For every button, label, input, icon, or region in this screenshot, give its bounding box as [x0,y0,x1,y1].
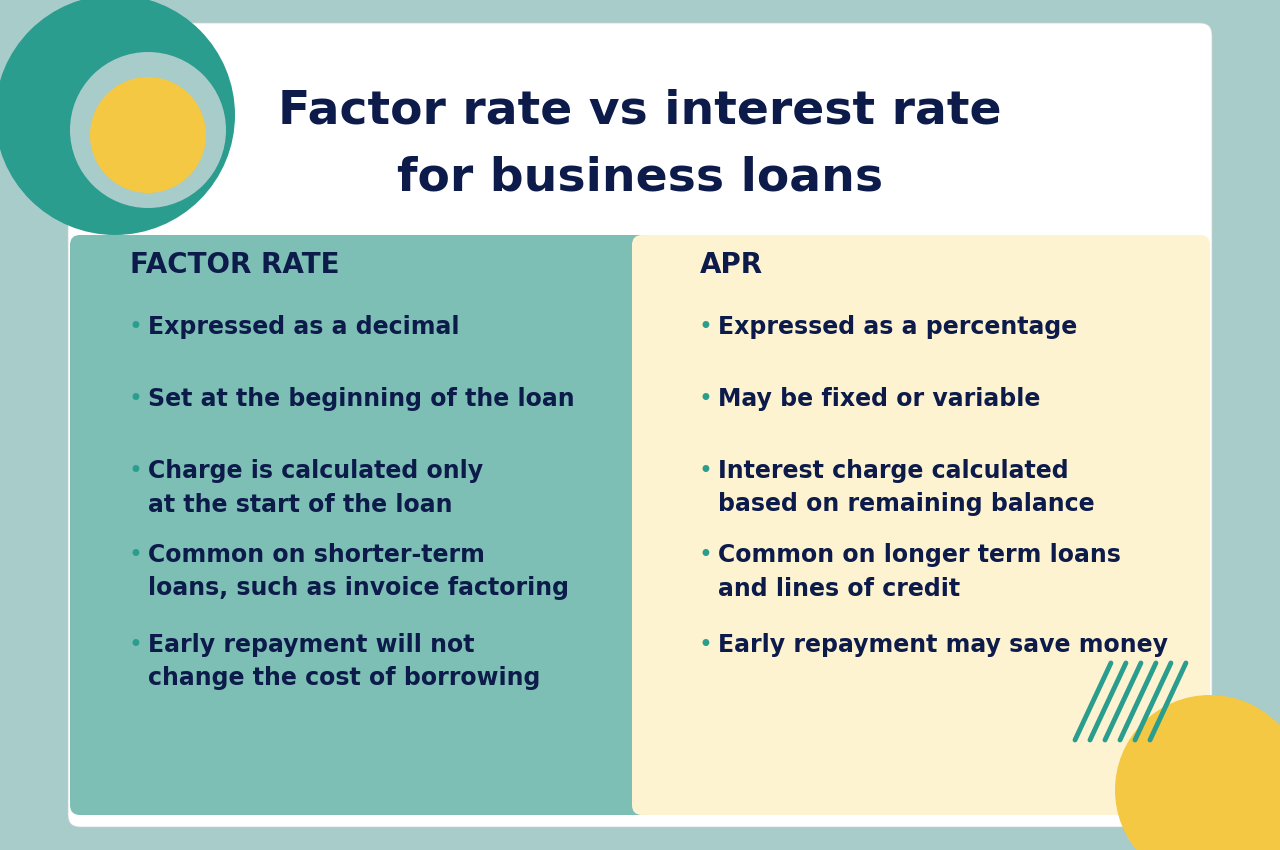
Text: •: • [128,543,142,567]
Text: •: • [128,387,142,411]
Text: Expressed as a decimal: Expressed as a decimal [148,315,460,339]
Text: for business loans: for business loans [397,156,883,201]
Text: •: • [128,459,142,483]
Text: Expressed as a percentage: Expressed as a percentage [718,315,1078,339]
Circle shape [70,52,227,208]
Text: •: • [698,459,712,483]
FancyBboxPatch shape [632,235,1210,815]
FancyBboxPatch shape [68,23,1212,827]
Text: APR: APR [700,251,763,279]
Text: •: • [698,633,712,657]
Text: Early repayment may save money: Early repayment may save money [718,633,1169,657]
Circle shape [90,77,206,193]
Text: Interest charge calculated
based on remaining balance: Interest charge calculated based on rema… [718,459,1094,517]
Text: •: • [128,315,142,339]
Text: Set at the beginning of the loan: Set at the beginning of the loan [148,387,575,411]
Circle shape [1115,695,1280,850]
Text: Charge is calculated only
at the start of the loan: Charge is calculated only at the start o… [148,459,483,517]
FancyBboxPatch shape [70,235,648,815]
Text: May be fixed or variable: May be fixed or variable [718,387,1041,411]
Text: •: • [698,315,712,339]
Text: Early repayment will not
change the cost of borrowing: Early repayment will not change the cost… [148,633,540,690]
Text: Common on shorter-term
loans, such as invoice factoring: Common on shorter-term loans, such as in… [148,543,570,600]
Text: •: • [128,633,142,657]
Text: Factor rate vs interest rate: Factor rate vs interest rate [278,88,1002,133]
Text: •: • [698,387,712,411]
Text: Common on longer term loans
and lines of credit: Common on longer term loans and lines of… [718,543,1121,600]
Text: FACTOR RATE: FACTOR RATE [131,251,339,279]
Circle shape [0,0,236,235]
Text: •: • [698,543,712,567]
